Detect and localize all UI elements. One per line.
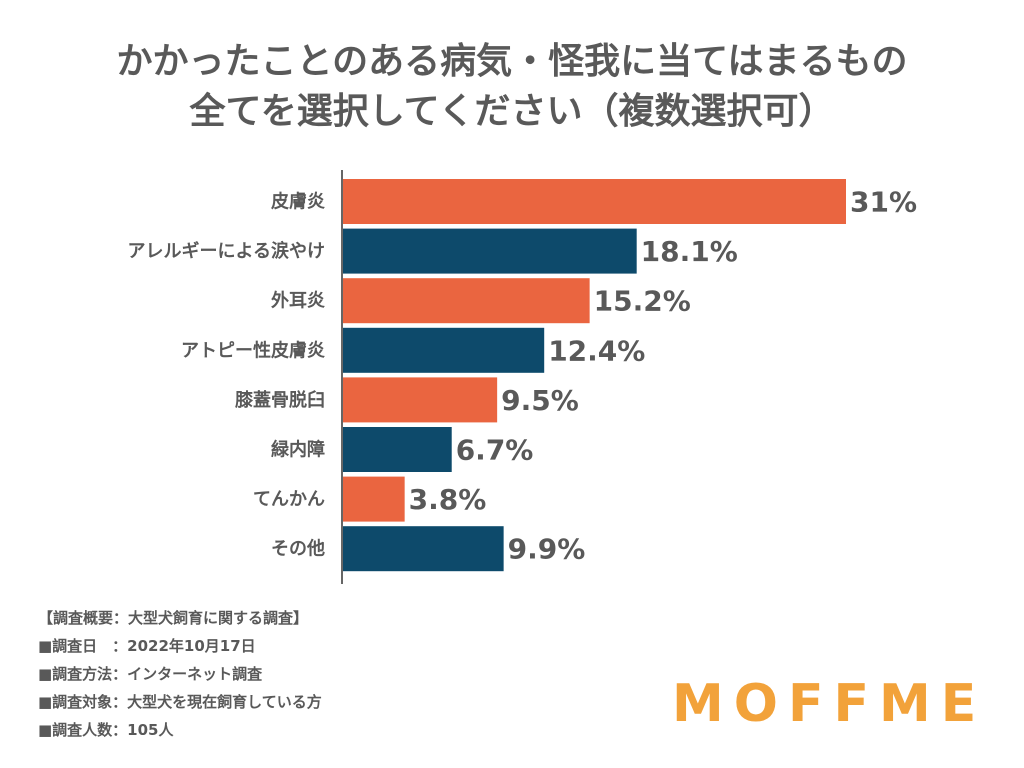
value-label-0: 31% (850, 186, 917, 219)
value-label-6: 3.8% (409, 483, 487, 516)
survey-note-target: ■調査対象：大型犬を現在飼育している方 (38, 693, 322, 711)
category-label-6: てんかん (253, 489, 325, 510)
bar-5 (343, 427, 452, 472)
chart-title-line-2: 全てを選択してください（複数選択可） (189, 91, 835, 132)
bar-chart: 皮膚炎 31% アレルギーによる涙やけ 18.1% 外耳炎 15.2% アトピー性皮膚炎 12… (128, 170, 917, 584)
value-label-2: 15.2% (594, 285, 691, 318)
value-label-5: 6.7% (456, 434, 534, 467)
survey-notes: 【調査概要：大型犬飼育に関する調査】 ■調査日 ：2022年10月17日 ■調査… (38, 604, 322, 744)
category-label-4: 膝蓋骨脱臼 (235, 389, 325, 411)
value-label-7: 9.9% (508, 533, 586, 566)
survey-note-count: ■調査人数：105人 (38, 721, 174, 739)
bar-7 (343, 526, 504, 572)
bar-6 (343, 476, 405, 522)
category-label-2: 外耳炎 (271, 290, 325, 312)
category-label-5: 緑内障 (271, 439, 325, 461)
bar-0 (343, 179, 846, 224)
category-label-7: その他 (271, 538, 325, 560)
bar-2 (343, 278, 590, 324)
value-label-3: 12.4% (548, 334, 645, 367)
bar-1 (343, 228, 637, 274)
category-label-3: アトピー性皮膚炎 (181, 339, 325, 361)
bar-3 (343, 327, 545, 373)
category-label-0: 皮膚炎 (271, 191, 325, 213)
survey-note-date: ■調査日 ：2022年10月17日 (38, 637, 256, 655)
value-label-1: 18.1% (641, 235, 738, 268)
category-label-1: アレルギーによる涙やけ (128, 240, 325, 262)
survey-note-title: 【調査概要：大型犬飼育に関する調査】 (38, 609, 309, 627)
survey-note-method: ■調査方法：インターネット調査 (38, 665, 263, 683)
chart-title-line-1: かかったことのある病気・怪我に当てはまるもの (116, 41, 908, 82)
value-label-4: 9.5% (501, 384, 579, 417)
bars-group: 皮膚炎 31% アレルギーによる涙やけ 18.1% 外耳炎 15.2% アトピー性皮膚炎 12… (128, 179, 917, 572)
bar-4 (343, 377, 498, 423)
moffme-logo: MOFFME (672, 674, 987, 734)
